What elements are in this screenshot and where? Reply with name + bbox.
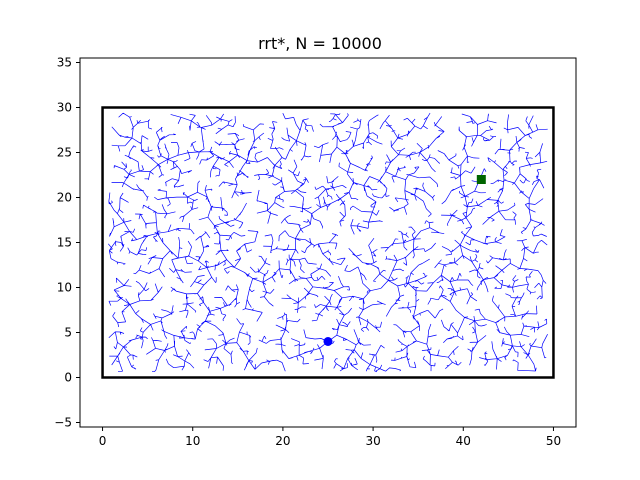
x-tick-label: 50 [546, 434, 561, 448]
start-marker [323, 337, 333, 346]
x-tick-label: 30 [365, 434, 380, 448]
y-tick-label: 10 [57, 281, 72, 295]
goal-marker [476, 175, 486, 184]
y-tick-label: 15 [57, 236, 72, 250]
x-tick-label: 40 [456, 434, 471, 448]
y-tick-label: 35 [57, 56, 72, 70]
y-tick-label: −5 [54, 416, 72, 430]
x-tick-label: 0 [99, 434, 107, 448]
y-tick-label: 5 [64, 326, 72, 340]
plot-area: 0 10 20 30 40 50 −5 0 5 10 15 20 25 30 35 [54, 56, 577, 448]
y-tick-label: 25 [57, 146, 72, 160]
boundary-rect [101, 106, 555, 379]
y-tick-label: 30 [57, 101, 72, 115]
y-tick-label: 0 [64, 371, 72, 385]
x-tick-label: 20 [275, 434, 290, 448]
y-tick-label: 20 [57, 191, 72, 205]
chart-title: rrt*, N = 10000 [258, 34, 382, 53]
tree-edges [108, 112, 548, 373]
x-tick-label: 10 [185, 434, 200, 448]
